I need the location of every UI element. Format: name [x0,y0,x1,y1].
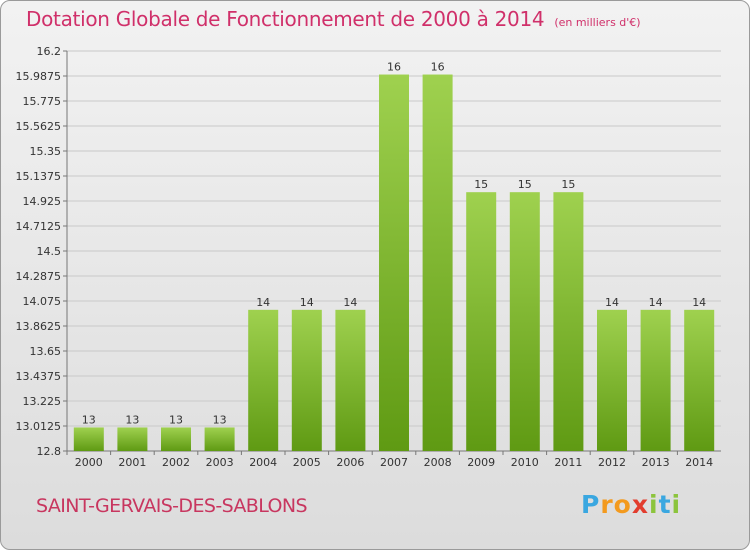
data-label: 13 [213,413,227,426]
x-tick-label: 2003 [206,456,234,469]
bar-2003 [204,427,235,451]
y-tick-label: 15.9875 [16,70,62,83]
title-row: Dotation Globale de Fonctionnement de 20… [26,7,641,31]
logo-letter: t [658,490,672,519]
data-label: 13 [169,413,183,426]
data-label: 15 [474,178,488,191]
y-tick-label: 16.2 [37,45,62,58]
y-tick-label: 13.0125 [16,420,62,433]
x-tick-label: 2001 [118,456,146,469]
y-tick-label: 13.225 [23,395,62,408]
x-tick-label: 2011 [554,456,582,469]
logo-letter: o [613,490,632,519]
y-tick-label: 15.5625 [16,120,62,133]
bar-2011 [553,192,584,452]
data-label: 13 [82,413,96,426]
data-label: 16 [431,61,445,74]
bar-2005 [291,309,322,451]
data-label: 13 [125,413,139,426]
bar-2007 [379,74,409,451]
data-label: 16 [387,61,401,74]
y-tick-labels: 12.8 13.0125 13.225 13.4375 13.65 13.8625 14.0… [16,45,62,458]
x-tick-label: 2007 [380,456,408,469]
bars [73,74,715,452]
y-tick-label: 12.8 [37,445,62,458]
logo-letter: P [581,490,601,519]
data-labels: 13 13 13 13 14 14 14 16 16 15 15 15 14 14 14 [82,61,706,427]
data-label: 15 [518,178,532,191]
y-tick-label: 14.075 [23,295,62,308]
logo-letter: r [600,490,614,519]
data-label: 14 [256,296,270,309]
x-tick-label: 2012 [598,456,626,469]
bar-2000 [73,427,104,451]
x-tick-label: 2008 [424,456,452,469]
data-label: 15 [561,178,575,191]
bar-2012 [597,309,627,451]
bar-2001 [117,427,148,451]
x-tick-label: 2005 [293,456,321,469]
y-tick-label: 13.4375 [16,370,62,383]
logo-letter: i [671,490,682,519]
bar-2014 [684,309,715,451]
y-tick-label: 13.8625 [16,320,62,333]
x-tick-label: 2006 [336,456,364,469]
y-tick-label: 13.65 [30,345,62,358]
bar-2010 [509,192,540,452]
proxiti-logo[interactable]: Proxiti [581,490,681,519]
y-tick-label: 14.925 [23,195,62,208]
x-tick-labels: 2000 2001 2002 2003 2004 2005 2006 2007 2008 2009… [66,451,713,469]
bar-2008 [422,74,453,451]
x-tick-label: 2000 [75,456,103,469]
bar-2009 [466,192,497,452]
data-label: 14 [692,296,706,309]
y-tick-label: 15.1375 [16,170,62,183]
y-tick-label: 15.35 [30,145,62,158]
data-label: 14 [605,296,619,309]
logo-letter: x [631,490,649,519]
y-tick-label: 15.775 [23,95,62,108]
x-tick-label: 2013 [642,456,670,469]
bar-2002 [161,427,191,451]
y-tick-label: 14.2875 [16,270,62,283]
y-tick-label: 14.5 [37,245,62,258]
chart-title: Dotation Globale de Fonctionnement de 20… [26,7,545,31]
x-tick-label: 2002 [162,456,190,469]
x-tick-label: 2014 [685,456,713,469]
x-tick-label: 2004 [249,456,277,469]
y-tick-label: 14.7125 [16,220,62,233]
bar-2013 [640,309,671,451]
data-label: 14 [649,296,663,309]
bar-2004 [248,309,279,451]
bar-2006 [335,309,366,451]
chart-subtitle: (en milliers d'€) [554,16,641,29]
x-tick-label: 2009 [467,456,495,469]
x-tick-label: 2010 [511,456,539,469]
data-label: 14 [300,296,314,309]
data-label: 14 [343,296,357,309]
logo-letter: i [649,490,659,519]
commune-name: SAINT-GERVAIS-DES-SABLONS [36,495,308,517]
